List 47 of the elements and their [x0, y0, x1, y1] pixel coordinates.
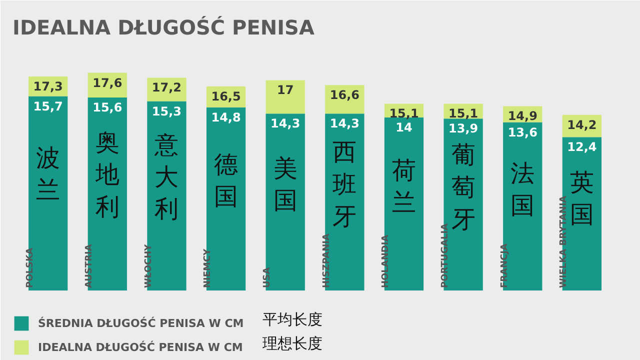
total-label: 14,9 — [508, 109, 538, 124]
data-label: 14,3 — [330, 116, 360, 131]
data-label: 12,4 — [567, 140, 597, 154]
total-label: 16,5 — [211, 89, 241, 104]
annotation: 荷兰 — [392, 156, 416, 217]
total-label: 17,3 — [33, 80, 63, 94]
total-label: 15,1 — [389, 106, 419, 121]
x-tick-label: USA — [262, 267, 273, 288]
data-label: 15,6 — [92, 100, 122, 115]
annotation: 法国 — [510, 159, 535, 220]
annotation: 意大利 — [154, 130, 179, 224]
data-label: 14,3 — [270, 116, 300, 131]
text: 理想长度 — [262, 334, 322, 352]
x-tick-label: WŁOCHY — [144, 244, 154, 288]
annotation: 西班牙 — [332, 138, 357, 231]
chart-title: IDEALNA DŁUGOŚĆ PENISA — [12, 16, 315, 40]
x-tick-label: POLSKA — [25, 248, 36, 288]
x-tick-label: FRANCJA — [500, 243, 510, 288]
annotation: 美国 — [273, 154, 298, 214]
total-label: 17 — [277, 83, 294, 98]
data-label: 14,8 — [211, 110, 241, 124]
bar — [266, 80, 305, 114]
annotation: 波兰 — [36, 144, 60, 204]
data-label: 13,9 — [448, 122, 478, 136]
x-tick-label: AUSTRIA — [84, 244, 95, 288]
data-label: 13,6 — [508, 125, 538, 140]
data-label: 15,7 — [33, 99, 63, 114]
annotation: 德国 — [214, 150, 238, 211]
bar — [147, 78, 186, 102]
data-label: 14 — [396, 120, 412, 134]
total-label: 17,6 — [92, 76, 122, 90]
x-tick-label: NIEMCY — [203, 248, 214, 288]
total-label: 16,6 — [330, 88, 360, 102]
x-tick-label: HOLANDIA — [381, 234, 392, 288]
total-label: 15,1 — [448, 106, 478, 121]
annotation: 英国 — [570, 168, 594, 229]
annotation: 奥地利 — [94, 128, 120, 221]
annotation: 葡萄牙 — [451, 141, 476, 234]
text: 平均长度 — [262, 310, 322, 328]
x-tick-label: HISZPANIA — [322, 234, 332, 288]
data-label: 15,3 — [152, 104, 182, 118]
legend-label: ŚREDNIA DŁUGOŚĆ PENISA W CM — [38, 316, 244, 332]
total-label: 17,2 — [152, 80, 182, 95]
legend-label: IDEALNA DŁUGOŚĆ PENISA W CM — [38, 340, 243, 356]
x-tick-label: WIELKA BRYTANIA — [559, 196, 570, 288]
total-label: 14,2 — [567, 118, 597, 132]
x-tick-label: PORTUGALIA — [440, 223, 451, 288]
